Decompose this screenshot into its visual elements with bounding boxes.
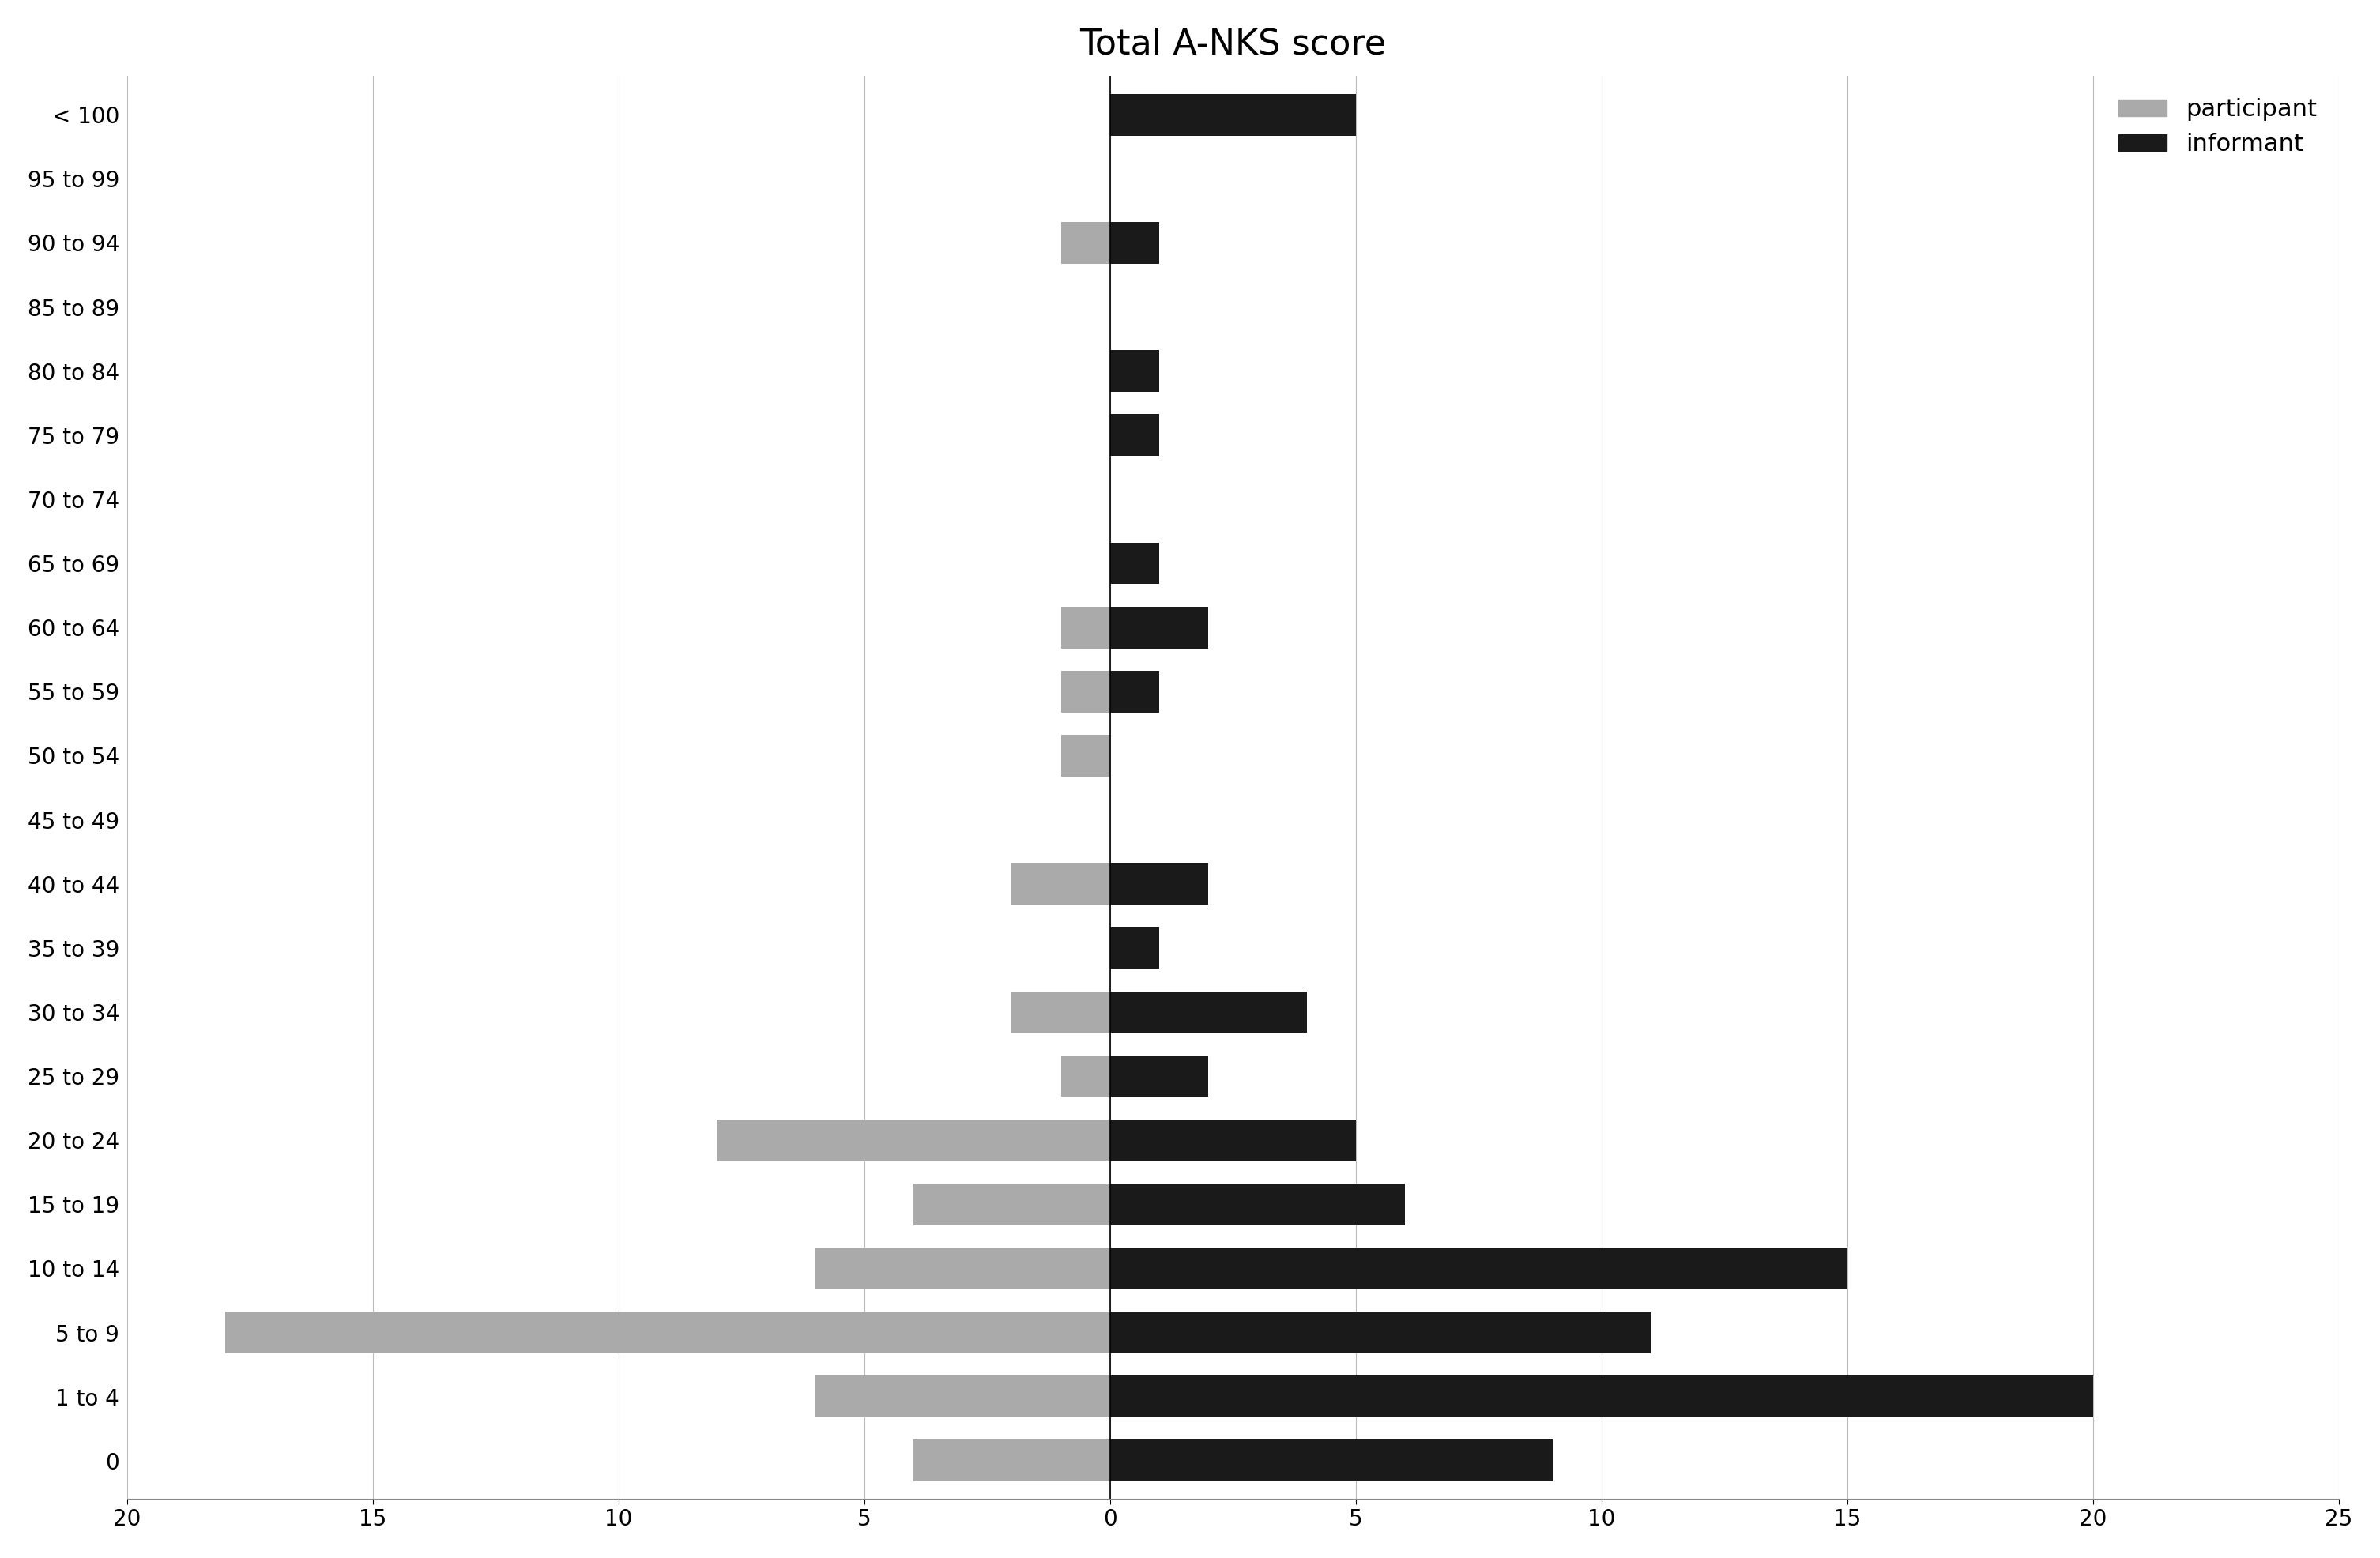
Bar [814, 1248, 1109, 1288]
Bar [1109, 1440, 1552, 1482]
Bar [914, 1184, 1109, 1225]
Bar [1011, 991, 1109, 1033]
Bar [1109, 1184, 1404, 1225]
Bar [1109, 93, 1357, 136]
Bar [1109, 670, 1159, 712]
Bar [1109, 542, 1159, 584]
Title: Total A-NKS score: Total A-NKS score [1081, 28, 1385, 61]
Bar [1109, 991, 1307, 1033]
Bar [1109, 1312, 1652, 1354]
Bar [1011, 863, 1109, 905]
Bar [1061, 223, 1109, 263]
Bar [1109, 223, 1159, 263]
Bar [914, 1440, 1109, 1482]
Bar [716, 1119, 1109, 1161]
Bar [1109, 927, 1159, 969]
Bar [1109, 1119, 1357, 1161]
Legend: participant, informant: participant, informant [2109, 89, 2328, 165]
Bar [226, 1312, 1109, 1354]
Bar [1109, 606, 1209, 648]
Bar [1109, 1376, 2092, 1418]
Bar [1061, 670, 1109, 712]
Bar [1061, 1055, 1109, 1097]
Bar [814, 1376, 1109, 1418]
Bar [1109, 863, 1209, 905]
Bar [1109, 1055, 1209, 1097]
Bar [1109, 414, 1159, 456]
Bar [1109, 351, 1159, 393]
Bar [1109, 1248, 1847, 1288]
Bar [1061, 735, 1109, 776]
Bar [1061, 606, 1109, 648]
